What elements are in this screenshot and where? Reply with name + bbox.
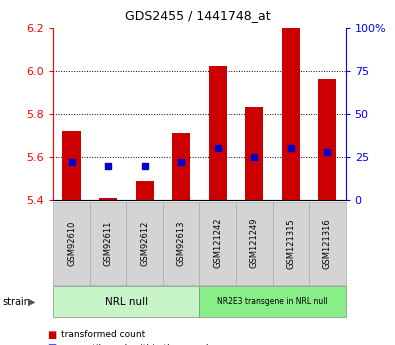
Bar <box>135 181 154 200</box>
Text: NR2E3 transgene in NRL null: NR2E3 transgene in NRL null <box>217 297 328 306</box>
Text: ■: ■ <box>47 344 56 345</box>
Bar <box>282 28 300 200</box>
Text: GSM92612: GSM92612 <box>140 220 149 266</box>
Text: ▶: ▶ <box>28 297 36 307</box>
Text: percentile rank within the sample: percentile rank within the sample <box>61 344 214 345</box>
Text: GSM92610: GSM92610 <box>67 220 76 266</box>
Text: strain: strain <box>2 297 30 307</box>
Text: transformed count: transformed count <box>61 330 145 339</box>
Text: NRL null: NRL null <box>105 297 148 307</box>
Bar <box>209 67 227 200</box>
Bar <box>99 198 117 200</box>
Bar <box>172 133 190 200</box>
Text: GSM92613: GSM92613 <box>177 220 186 266</box>
Text: GSM121316: GSM121316 <box>323 218 332 269</box>
Text: ■: ■ <box>47 330 56 339</box>
Text: GSM121249: GSM121249 <box>250 218 259 268</box>
Text: GSM121242: GSM121242 <box>213 218 222 268</box>
Bar <box>318 79 337 200</box>
Bar <box>62 131 81 200</box>
Text: GSM92611: GSM92611 <box>103 220 113 266</box>
Bar <box>245 107 263 200</box>
Text: GSM121315: GSM121315 <box>286 218 295 268</box>
Text: GDS2455 / 1441748_at: GDS2455 / 1441748_at <box>125 9 270 22</box>
